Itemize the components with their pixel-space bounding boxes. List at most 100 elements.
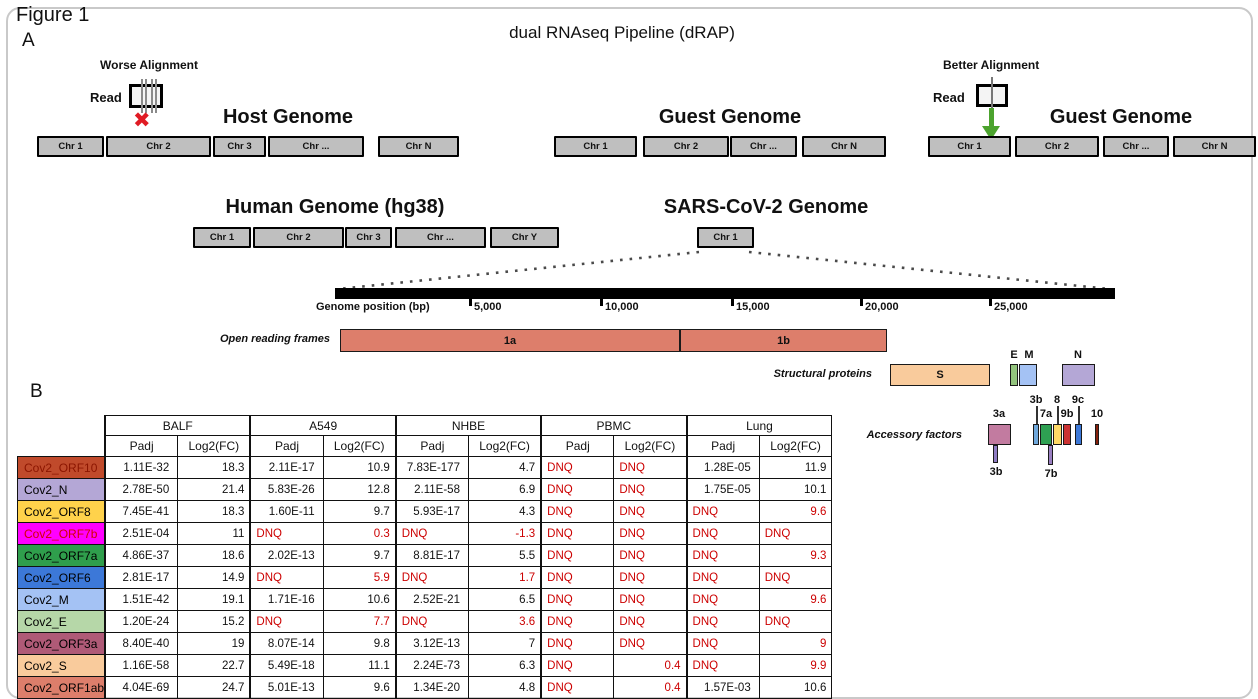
- chromosome-label: Chr 1: [583, 141, 608, 152]
- accessory-feature-7b: [1048, 445, 1053, 465]
- chromosome-label: Chr 1: [209, 232, 235, 243]
- padj-value-cell: 2.24E-73: [394, 654, 469, 677]
- padj-value-cell: DNQ: [540, 522, 615, 545]
- log2fc-value-cell: 0.3: [322, 522, 397, 545]
- tissue-header-cell: BALF: [104, 415, 251, 436]
- expression-table: BALF A549 NHBE PBMC Lung Padj Log2(FC) Padj Log2…: [17, 415, 833, 699]
- chromosome-box: Chr 1: [193, 227, 251, 248]
- chromosome-box: Chr 2: [643, 136, 729, 157]
- read-label: Read: [933, 90, 965, 105]
- log2fc-value-cell: 10.9: [322, 456, 397, 479]
- axis-tick-label: 15,000: [736, 301, 770, 313]
- chromosome-label: Chr 3: [227, 141, 252, 152]
- feature-label: 3b: [989, 466, 1003, 478]
- accessory-feature-9c: [1075, 424, 1082, 445]
- chromosome-box: Chr ...: [395, 227, 486, 248]
- gene-row: Cov2_ORF6 2.81E-17 14.9 DNQ 5.9 DNQ 1.7 DNQ DNQ D…: [17, 566, 833, 589]
- log2fc-value-cell: 6.9: [467, 478, 542, 501]
- padj-value-cell: DNQ: [540, 478, 615, 501]
- padj-value-cell: 1.51E-42: [104, 588, 179, 611]
- gene-row: Cov2_E 1.20E-24 15.2 DNQ 7.7 DNQ 3.6 DNQ DNQ DNQ D…: [17, 610, 833, 633]
- worse-alignment-label: Worse Alignment: [100, 58, 199, 72]
- orf-feature-1b: 1b: [680, 329, 887, 352]
- gene-label-cell: Cov2_ORF10: [17, 456, 106, 479]
- log2fc-value-cell: 18.6: [177, 544, 251, 567]
- padj-value-cell: 1.16E-58: [104, 654, 179, 677]
- padj-value-cell: 1.75E-05: [685, 478, 760, 501]
- read-label: Read: [90, 90, 122, 105]
- log2fc-value-cell: 5.5: [467, 544, 542, 567]
- padj-value-cell: 1.57E-03: [685, 676, 760, 699]
- log2fc-value-cell: 19: [177, 632, 251, 655]
- log2fc-value-cell: 4.3: [467, 500, 542, 523]
- log2fc-value-cell: 9.6: [322, 676, 397, 699]
- stat-subheader-cell: Padj: [104, 435, 179, 457]
- log2fc-value-cell: 9.7: [322, 544, 397, 567]
- padj-value-cell: 2.11E-17: [249, 456, 324, 479]
- feature-label: 7a: [1039, 408, 1053, 420]
- padj-value-cell: 3.12E-13: [394, 632, 469, 655]
- pipeline-title: dual RNAseq Pipeline (dRAP): [509, 23, 735, 42]
- feature-label: 7b: [1044, 468, 1058, 480]
- sars-genome-title: SARS-CoV-2 Genome: [663, 196, 869, 218]
- feature-label: 1a: [503, 334, 517, 347]
- padj-value-cell: DNQ: [685, 588, 760, 611]
- padj-value-cell: DNQ: [394, 566, 469, 589]
- axis-tick-label: 25,000: [994, 301, 1028, 313]
- gene-label-cell: Cov2_ORF1ab: [17, 676, 106, 699]
- gene-row: Cov2_ORF7b 2.51E-04 11 DNQ 0.3 DNQ -1.3 DNQ DNQ D…: [17, 522, 833, 545]
- feature-connector: [1036, 406, 1038, 424]
- axis-tick: [731, 297, 734, 306]
- log2fc-value-cell: DNQ: [613, 566, 688, 589]
- padj-value-cell: 1.20E-24: [104, 610, 179, 633]
- tissue-header-cell: PBMC: [540, 415, 688, 436]
- log2fc-value-cell: 3.6: [467, 610, 542, 633]
- stat-subheader-cell: Padj: [685, 435, 760, 457]
- chromosome-box: Chr 3: [345, 227, 392, 248]
- log2fc-value-cell: 9.7: [322, 500, 397, 523]
- gene-row: Cov2_N 2.78E-50 21.4 5.83E-26 12.8 2.11E-58 6.…: [17, 478, 833, 501]
- guest-mid-genome-title: Guest Genome: [658, 106, 802, 128]
- log2fc-value-cell: 0.4: [613, 676, 688, 699]
- chromosome-label: Chr N: [831, 141, 857, 152]
- log2fc-value-cell: 9: [758, 632, 833, 655]
- log2fc-value-cell: 1.7: [467, 566, 542, 589]
- axis-tick: [469, 297, 472, 306]
- stat-subheader-cell: Log2(FC): [322, 435, 397, 457]
- structural-feature-N: [1062, 364, 1095, 386]
- tissue-header-cell: A549: [249, 415, 397, 436]
- log2fc-value-cell: 5.9: [322, 566, 397, 589]
- padj-value-cell: 5.83E-26: [249, 478, 324, 501]
- chromosome-box: Chr 2: [106, 136, 211, 157]
- log2fc-value-cell: 9.9: [758, 654, 833, 677]
- chromosome-box: Chr 2: [1015, 136, 1099, 157]
- padj-value-cell: 8.40E-40: [104, 632, 179, 655]
- log2fc-value-cell: 9.3: [758, 544, 833, 567]
- log2fc-value-cell: 0.4: [613, 654, 688, 677]
- gene-label-cell: Cov2_E: [17, 610, 106, 633]
- padj-value-cell: DNQ: [540, 500, 615, 523]
- padj-value-cell: DNQ: [394, 522, 469, 545]
- chromosome-label: Chr 2: [146, 141, 171, 152]
- chromosome-label: Chr 2: [1044, 141, 1070, 152]
- padj-value-cell: DNQ: [540, 676, 615, 699]
- log2fc-value-cell: DNQ: [758, 610, 833, 633]
- genome-axis-bar: [335, 288, 1115, 299]
- structural-feature-M: [1019, 364, 1037, 386]
- structural-row-label: Structural proteins: [773, 368, 872, 380]
- feature-connector: [1057, 406, 1059, 424]
- tissue-header-cell: Lung: [685, 415, 833, 436]
- chromosome-label: Chr ...: [302, 141, 330, 152]
- padj-value-cell: 1.11E-32: [104, 456, 179, 479]
- log2fc-value-cell: 14.9: [177, 566, 251, 589]
- log2fc-value-cell: 6.5: [467, 588, 542, 611]
- accessory-feature-10: [1095, 424, 1099, 445]
- chromosome-label: Chr Y: [511, 232, 538, 243]
- chromosome-box: Chr 3: [213, 136, 266, 157]
- log2fc-value-cell: DNQ: [613, 588, 688, 611]
- padj-value-cell: 5.49E-18: [249, 654, 324, 677]
- log2fc-value-cell: 18.3: [177, 500, 251, 523]
- padj-value-cell: 7.45E-41: [104, 500, 179, 523]
- stat-subheader-cell: Padj: [540, 435, 615, 457]
